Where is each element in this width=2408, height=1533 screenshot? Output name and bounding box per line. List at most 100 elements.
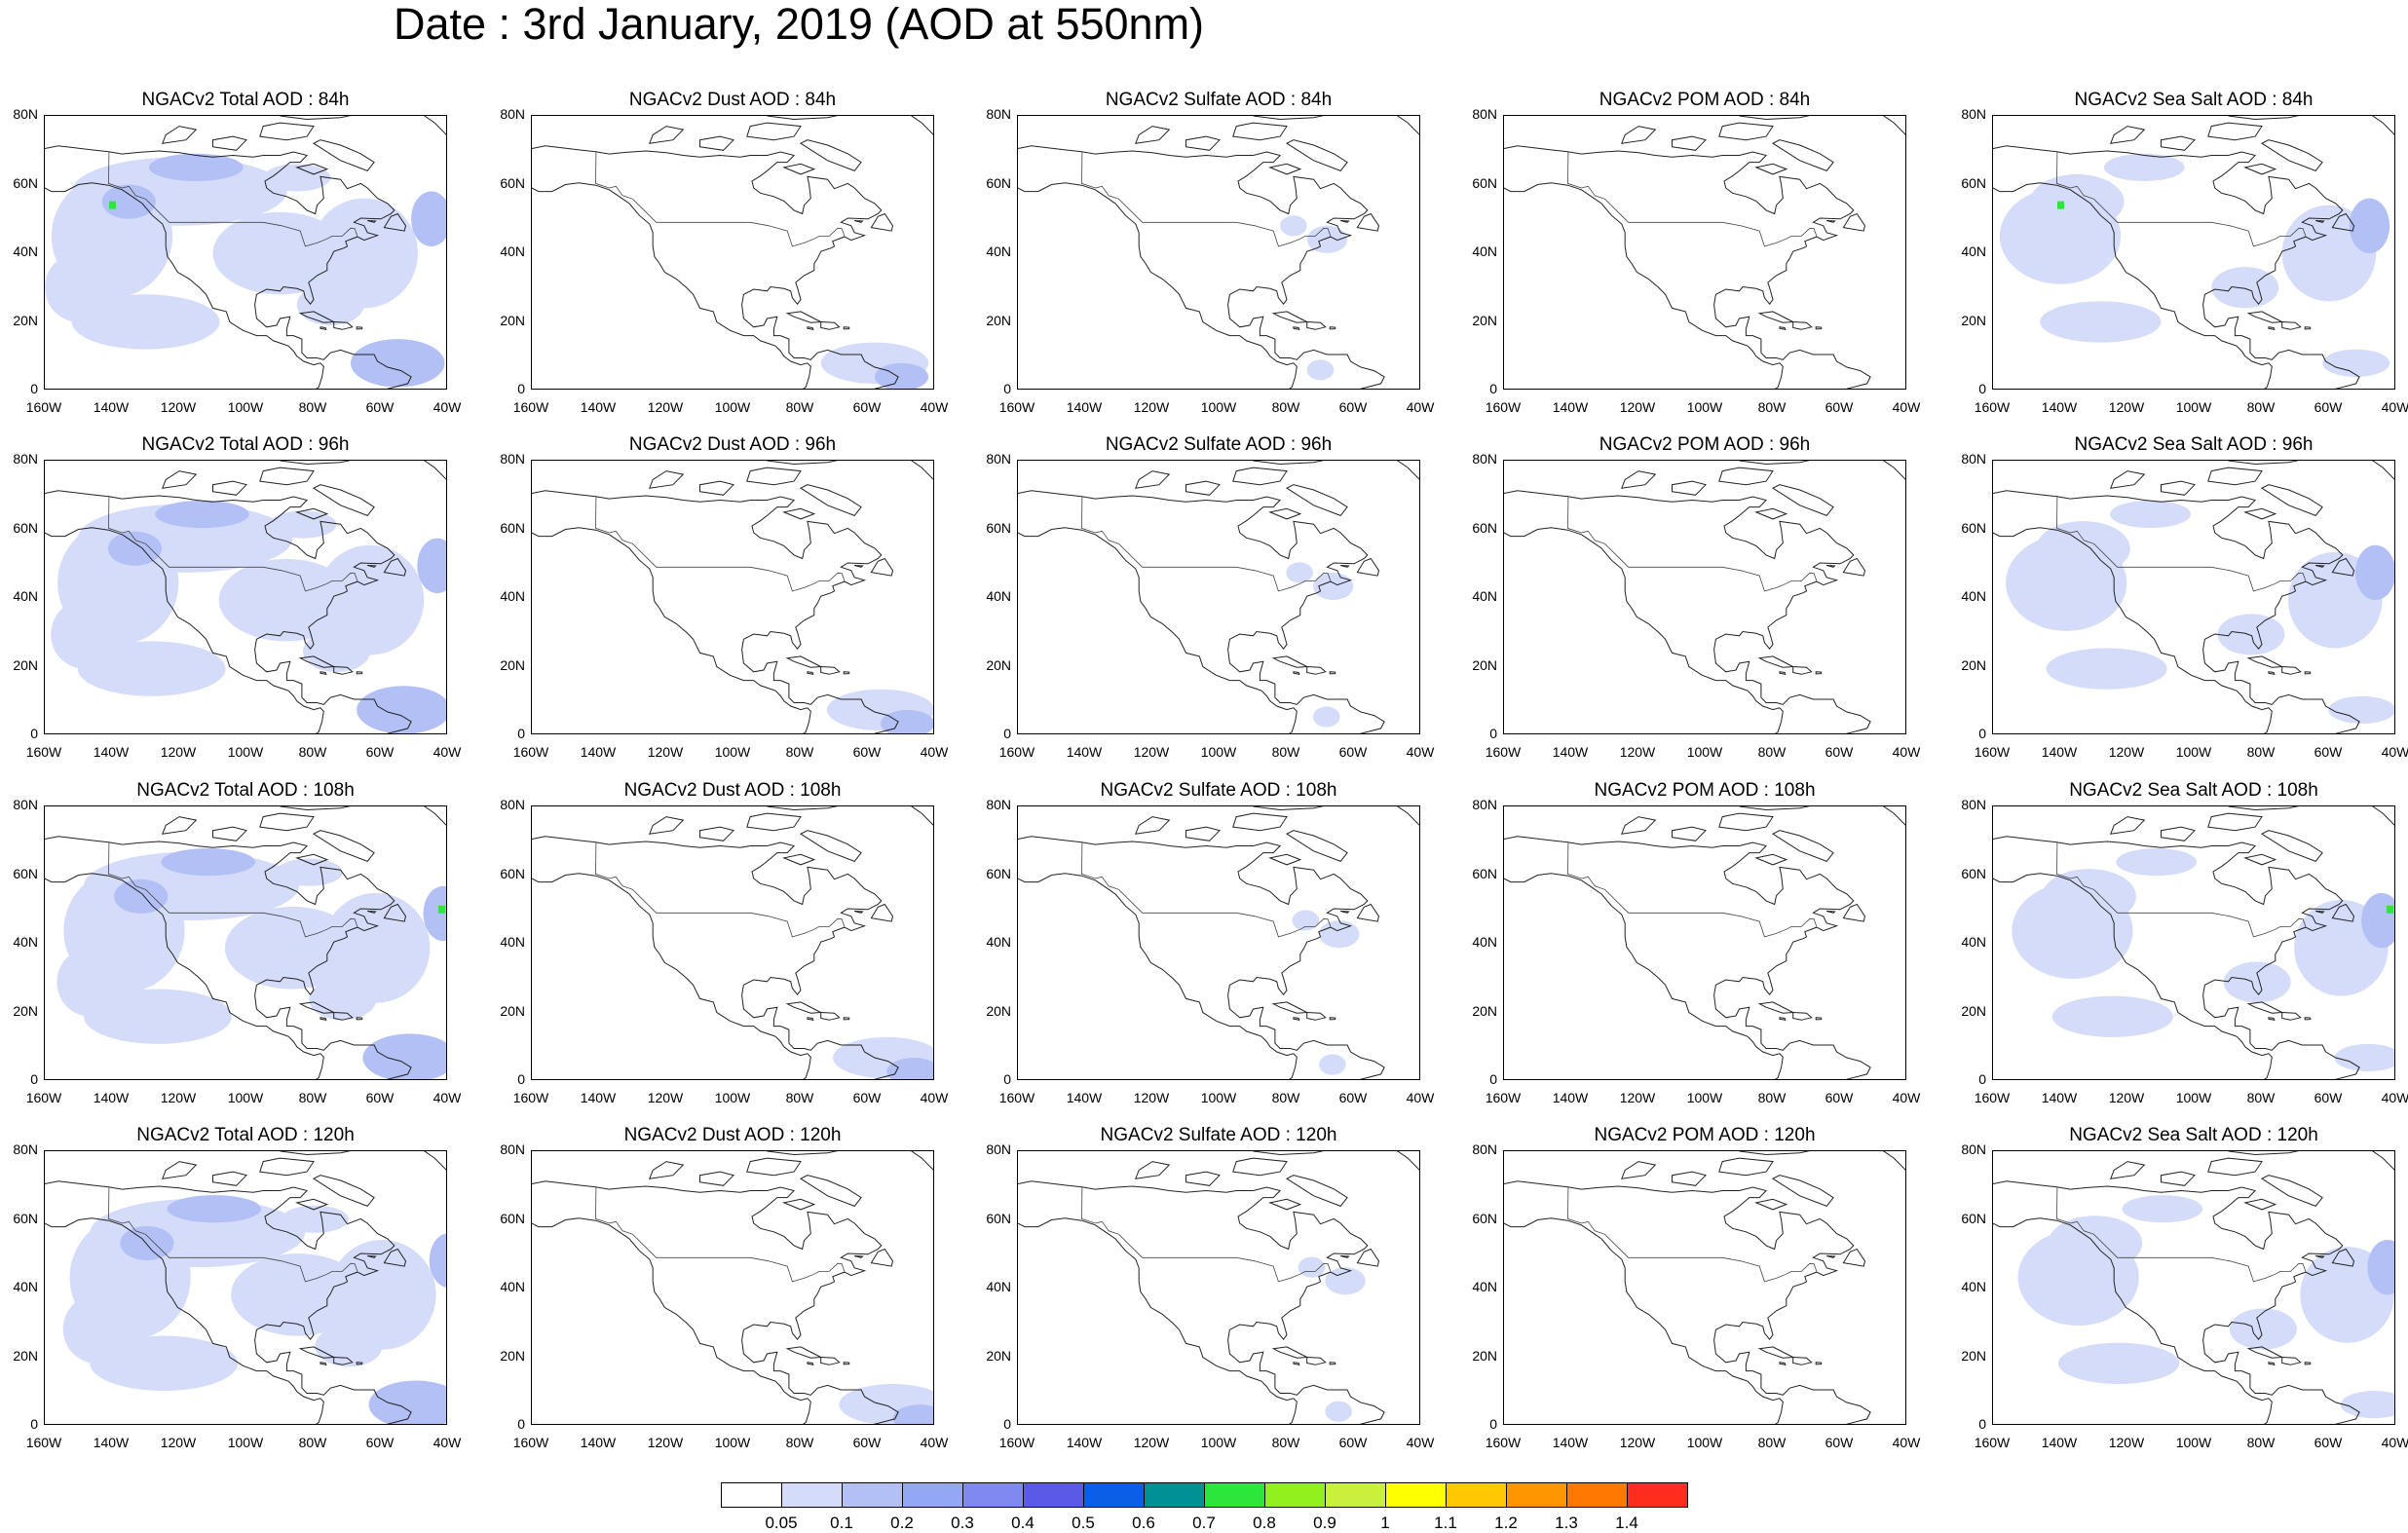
coastline — [532, 145, 899, 389]
lon-tick-label: 60W — [1825, 399, 1854, 415]
island-outline — [212, 826, 247, 841]
lat-tick-label: 0 — [30, 726, 38, 741]
lon-tick-label: 60W — [852, 744, 882, 760]
aod-shading — [886, 1058, 933, 1079]
aod-hotspot — [2057, 201, 2064, 209]
map-area — [44, 460, 447, 734]
island-outline — [2281, 665, 2302, 675]
lat-tick-label: 0 — [1003, 381, 1011, 396]
lat-tick-label: 60N — [986, 174, 1011, 191]
aod-shading — [350, 339, 445, 388]
aod-shading — [2046, 648, 2167, 690]
island-outline — [1356, 212, 1380, 232]
lon-tick-label: 160W — [25, 1090, 62, 1105]
island-outline — [1882, 461, 1905, 480]
aod-shading — [2103, 153, 2185, 181]
figure-title: Date : 3rd January, 2019 (AOD at 550nm) — [393, 0, 1205, 49]
island-outline — [367, 911, 377, 914]
map-panel: NGACv2 Dust AOD : 108h 0 20N 40N 60N 80N 160W 1… — [500, 780, 948, 1113]
aod-shading — [315, 1326, 383, 1367]
panel-title: NGACv2 Sea Salt AOD : 84h — [2074, 90, 2314, 110]
island-outline — [1396, 1151, 1419, 1171]
island-outline — [1340, 565, 1350, 568]
lon-tick-label: 160W — [512, 744, 549, 760]
island-outline — [356, 1362, 363, 1365]
lon-tick-label: 160W — [512, 1435, 549, 1450]
aod-shading — [2367, 1239, 2394, 1295]
coastline — [1018, 145, 1385, 389]
lon-tick-label: 140W — [1066, 744, 1103, 760]
lon-tick-label: 100W — [2175, 744, 2212, 760]
lon-tick-label: 40W — [1406, 399, 1435, 415]
lon-tick-label: 160W — [512, 399, 549, 415]
island-outline — [2243, 853, 2277, 866]
island-outline — [1285, 1175, 1348, 1207]
aod-shading — [1298, 1256, 1326, 1278]
island-outline — [649, 470, 685, 489]
island-outline — [1779, 1362, 1787, 1365]
island-outline — [649, 816, 685, 835]
lon-tick-label: 40W — [1892, 399, 1921, 415]
lat-tick-label: 0 — [1003, 1071, 1011, 1087]
island-outline — [212, 1171, 247, 1186]
island-outline — [1771, 1175, 1834, 1207]
aod-shading — [2354, 544, 2394, 601]
lat-tick-label: 0 — [517, 1071, 525, 1087]
island-outline — [295, 853, 329, 866]
island-outline — [843, 671, 850, 675]
lat-tick-label: 20N — [1472, 1347, 1497, 1364]
map-area — [1503, 460, 1906, 734]
colorbar-label: 0.2 — [890, 1514, 914, 1532]
lat-tick-label: 40N — [986, 1279, 1011, 1294]
colorbar-label: 1.4 — [1615, 1514, 1638, 1532]
panel-title: NGACv2 Sea Salt AOD : 108h — [2069, 780, 2318, 801]
colorbar-label: 1.1 — [1434, 1514, 1457, 1532]
island-outline — [312, 830, 375, 862]
map-area — [1503, 115, 1906, 390]
island-outline — [1340, 911, 1350, 914]
lon-tick-label: 140W — [2041, 744, 2078, 760]
lat-tick-label: 0 — [1978, 1071, 1986, 1087]
lon-tick-label: 60W — [1825, 1090, 1854, 1105]
island-outline — [356, 1017, 363, 1021]
island-outline — [1621, 1161, 1657, 1179]
colorbar-swatch — [1144, 1482, 1205, 1508]
colorbar-label: 1 — [1380, 1514, 1390, 1532]
island-outline — [1757, 655, 1795, 668]
island-outline — [1356, 557, 1380, 577]
lat-tick-label: 20N — [13, 312, 38, 328]
aod-shading — [2116, 848, 2198, 877]
aod-shading — [310, 198, 418, 309]
island-outline — [1754, 1198, 1788, 1211]
lon-tick-label: 160W — [1974, 744, 2011, 760]
lat-tick-label: 0 — [1489, 1071, 1497, 1087]
island-outline — [1672, 826, 1707, 841]
lon-tick-label: 40W — [920, 399, 949, 415]
island-outline — [1253, 116, 1325, 121]
coastline — [1504, 1180, 1871, 1424]
island-outline — [1779, 671, 1787, 675]
map-area — [531, 805, 934, 1080]
island-outline — [854, 220, 864, 223]
island-outline — [910, 806, 933, 826]
island-outline — [1232, 467, 1288, 486]
island-outline — [162, 126, 198, 144]
island-outline — [870, 212, 894, 232]
map-panel: NGACv2 POM AOD : 108h 0 20N 40N 60N 80N 160W 14… — [1472, 780, 1920, 1113]
island-outline — [1306, 1356, 1327, 1365]
island-outline — [280, 461, 352, 466]
aod-shading — [2217, 614, 2285, 655]
island-outline — [2161, 1171, 2196, 1186]
lon-tick-label: 100W — [714, 744, 751, 760]
island-outline — [2246, 655, 2284, 668]
island-outline — [870, 1248, 894, 1267]
aod-shading — [1306, 359, 1335, 381]
colorbar-label: 0.5 — [1072, 1514, 1095, 1532]
island-outline — [2260, 830, 2323, 862]
island-outline — [2161, 135, 2196, 151]
colorbar-label: 0.05 — [765, 1514, 798, 1532]
island-outline — [312, 484, 375, 516]
map-panel: NGACv2 POM AOD : 84h 0 20N 40N 60N 80N 160W 140… — [1472, 90, 1920, 423]
lat-tick-label: 40N — [1961, 243, 1986, 259]
aod-shading — [1319, 1054, 1346, 1075]
